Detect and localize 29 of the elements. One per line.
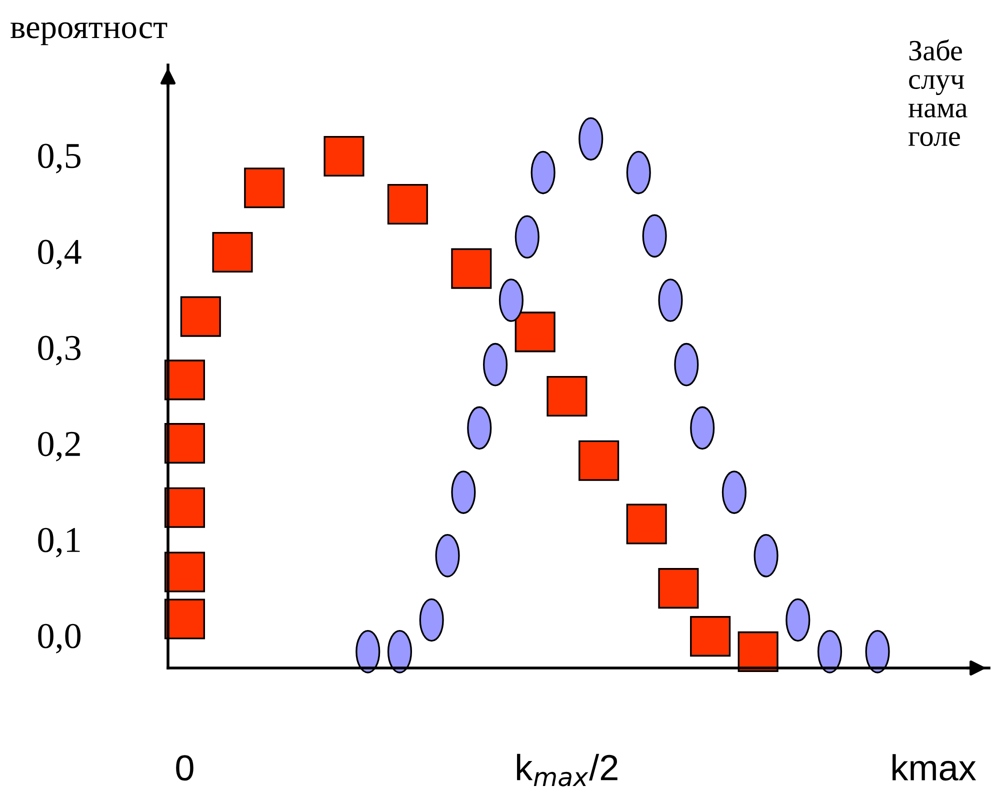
point (578, 440, 620, 481)
x-tick-label: kmax (892, 754, 976, 781)
point (164, 360, 206, 400)
point (164, 487, 206, 528)
point (164, 423, 206, 464)
point (546, 376, 588, 417)
point (658, 568, 699, 609)
y-tick-label: 0,2 (38, 432, 80, 462)
point (738, 631, 778, 672)
point (387, 184, 428, 225)
point (244, 168, 285, 208)
y-axis-title: вероятност (10, 22, 168, 46)
point (324, 136, 364, 176)
point (690, 616, 731, 657)
point (451, 248, 492, 289)
y-tick-label: 0,0 (38, 624, 81, 654)
x-tick-label: k$_{max}$/2 (517, 754, 618, 786)
x-tick-label: 0 (176, 755, 194, 781)
y-tick-label: 0,1 (38, 528, 80, 558)
y-tick-label: 0,5 (38, 144, 80, 174)
y-tick-label: 0,4 (38, 240, 82, 270)
y-tick-label: 0,3 (38, 336, 80, 366)
point (164, 552, 206, 592)
point (180, 296, 221, 337)
point (212, 232, 253, 273)
point (164, 598, 206, 640)
annotation: Забе случ нама голе (908, 39, 968, 146)
point (626, 504, 667, 544)
point (514, 312, 556, 352)
